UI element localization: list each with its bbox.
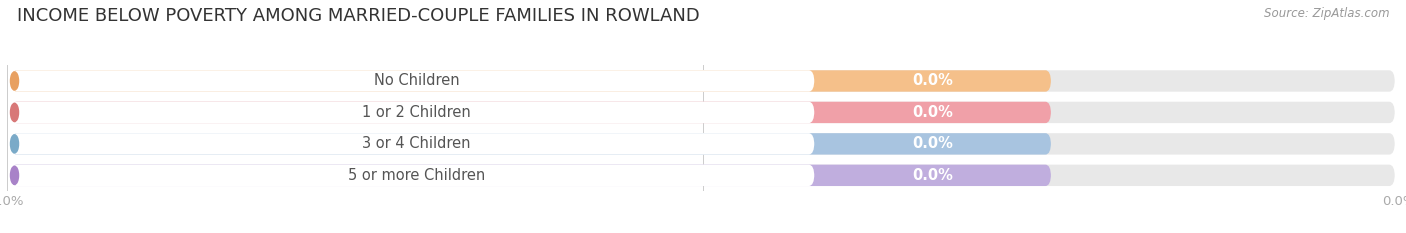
FancyBboxPatch shape	[11, 165, 1395, 186]
FancyBboxPatch shape	[11, 165, 1052, 186]
FancyBboxPatch shape	[11, 133, 1052, 154]
FancyBboxPatch shape	[11, 102, 814, 123]
FancyBboxPatch shape	[11, 133, 1395, 154]
Text: 0.0%: 0.0%	[912, 136, 953, 151]
Text: No Children: No Children	[374, 73, 460, 89]
Text: 0.0%: 0.0%	[912, 168, 953, 183]
Text: 1 or 2 Children: 1 or 2 Children	[361, 105, 471, 120]
FancyBboxPatch shape	[11, 102, 1395, 123]
Text: Source: ZipAtlas.com: Source: ZipAtlas.com	[1264, 7, 1389, 20]
FancyBboxPatch shape	[11, 133, 814, 154]
FancyBboxPatch shape	[11, 165, 814, 186]
Text: 5 or more Children: 5 or more Children	[347, 168, 485, 183]
Text: 0.0%: 0.0%	[912, 105, 953, 120]
Text: 0.0%: 0.0%	[912, 73, 953, 89]
Text: INCOME BELOW POVERTY AMONG MARRIED-COUPLE FAMILIES IN ROWLAND: INCOME BELOW POVERTY AMONG MARRIED-COUPL…	[17, 7, 700, 25]
Circle shape	[10, 135, 18, 153]
Circle shape	[10, 72, 18, 90]
FancyBboxPatch shape	[11, 102, 1052, 123]
FancyBboxPatch shape	[11, 70, 814, 92]
Circle shape	[10, 103, 18, 122]
FancyBboxPatch shape	[11, 70, 1052, 92]
FancyBboxPatch shape	[11, 70, 1395, 92]
Circle shape	[10, 166, 18, 185]
Text: 3 or 4 Children: 3 or 4 Children	[363, 136, 471, 151]
